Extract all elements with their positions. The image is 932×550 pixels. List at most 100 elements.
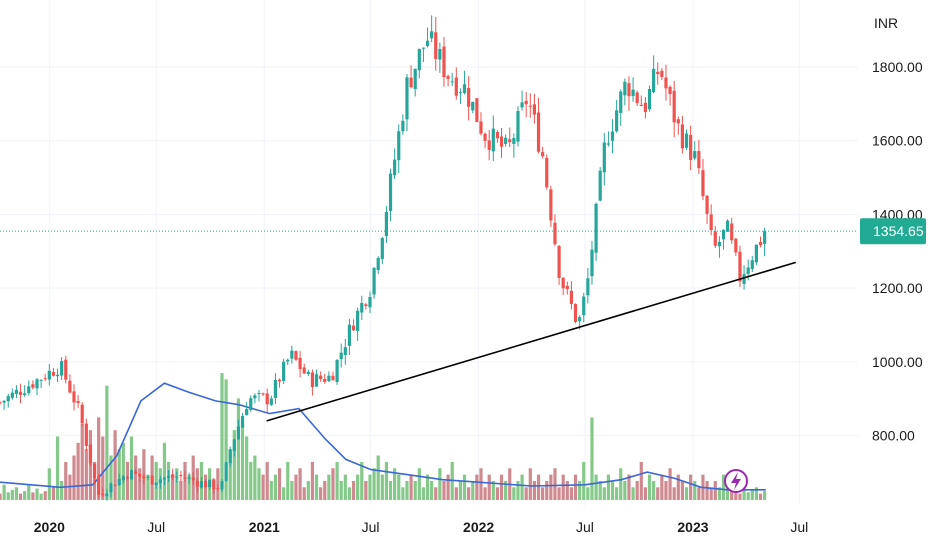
volume-bar [619,468,623,500]
candle [187,472,191,484]
flash-icon[interactable] [724,469,748,493]
candle [0,401,2,405]
candle [339,343,343,368]
candle [639,95,643,107]
candle-body [27,386,31,394]
candle-body [158,479,162,484]
volume-bar [236,398,241,500]
volume-bar [746,492,750,500]
candle [590,240,594,285]
volume-bar [76,442,80,500]
candle-body [524,100,528,105]
x-tick-label: Jul [790,519,808,535]
candle-body [14,389,19,394]
trendline[interactable] [266,261,796,422]
volume-bar [290,480,294,500]
candle-body [384,212,389,237]
candle [343,338,347,365]
candle [668,85,672,106]
volume-bar [545,480,549,500]
last-price-badge-label: 1354.65 [873,223,924,239]
candle-body [734,238,738,253]
candle-body [380,238,384,260]
candle [380,236,384,265]
candle [88,444,93,466]
volume-bar [656,487,660,500]
candle [129,469,134,480]
candle-body [261,393,265,395]
candle-body [331,375,335,381]
candle-body [750,260,754,269]
candle [125,475,130,481]
candle-body [405,77,409,120]
candle-body [758,241,763,246]
candle-body [409,77,413,88]
candle [121,474,125,484]
candle [208,479,212,490]
volume-bar [298,468,302,500]
candle [327,371,331,383]
candle-body [191,477,195,481]
volume-bar [569,487,574,500]
candle [294,350,298,362]
candle [676,116,680,135]
volume-bar [479,468,483,500]
candle [335,359,339,385]
candle-body [253,395,257,399]
volume-bar [113,430,117,500]
volume-bar [360,461,364,500]
candle [92,463,97,485]
candle [195,477,199,493]
candle-body [129,470,134,480]
candle [672,81,676,138]
candle-body [294,351,298,360]
candle-body [730,223,734,241]
candle [541,146,545,159]
volume-bar [368,474,372,500]
candle [97,473,101,498]
candle-body [216,487,220,489]
candle-body [578,317,582,322]
candle [10,388,14,400]
volume-bar [631,487,635,500]
candle [364,302,368,310]
candle-body [117,478,121,485]
candle-body [232,439,236,452]
candle-body [364,304,368,306]
candle-body [660,70,664,77]
candle-body [84,423,88,446]
support-trendline [266,261,796,422]
candle-body [627,83,631,97]
volume-bar [175,468,179,500]
candle [734,237,738,257]
candle-body [434,32,438,59]
candle-body [701,170,705,197]
volume-bar [598,480,602,500]
volume-bar [738,493,742,500]
candle-body [236,426,241,440]
candle-body [319,375,323,380]
volume-bar [240,423,245,500]
grid [0,0,858,505]
candle [709,204,713,236]
axes: INR 2020 Jul 2021 Jul 2022 Jul 2023 Jul 800.00 10… [34,15,923,535]
candle-body [458,92,463,94]
candle [627,76,631,111]
candle [298,351,302,378]
volume-bar [18,493,23,500]
candle [664,64,668,101]
candle-body [446,76,450,79]
volume-bar [643,487,648,500]
candle [462,70,467,95]
volume-bar [232,430,236,500]
volume-bar [413,480,417,500]
candle-body [245,409,249,416]
volume-bar [516,480,520,500]
candle-body [39,379,43,381]
volume-bar [750,489,754,500]
candle-body [709,214,713,231]
volume-bar [347,487,352,500]
candle [483,132,487,149]
